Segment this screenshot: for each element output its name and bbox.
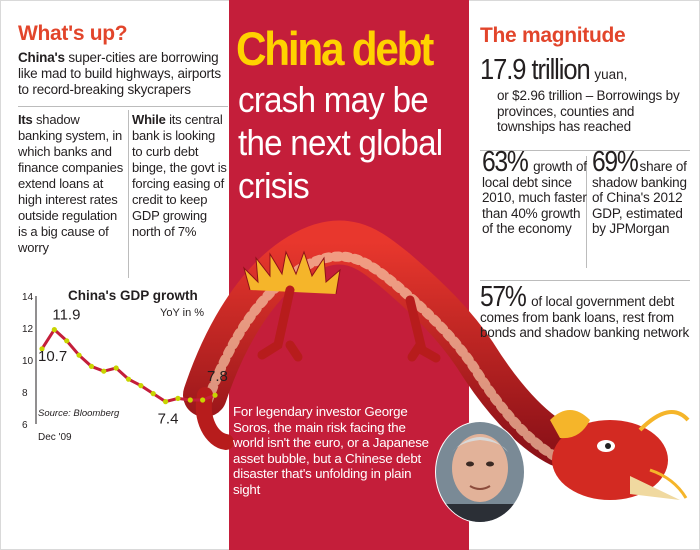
- stat-69-percent: 69% share of shadow banking of China's 20…: [592, 146, 692, 237]
- gdp-series-points: [39, 327, 218, 405]
- lead-text: super-cities are borrowing like mad to b…: [18, 50, 221, 97]
- divider-line: [18, 106, 228, 107]
- soros-quote: For legendary investor George Soros, the…: [233, 404, 429, 497]
- whats-up-title: What's up?: [18, 22, 128, 45]
- gdp-point: [150, 391, 156, 397]
- headline-china-debt: China debt: [236, 22, 434, 75]
- gdp-point: [64, 338, 70, 344]
- chart-title: China's GDP growth: [68, 288, 198, 303]
- chart-subtitle: YoY in %: [160, 307, 204, 319]
- divider-line: [480, 150, 690, 151]
- stat-57-percent: 57% of local government debt comes from …: [480, 281, 692, 341]
- gdp-data-label: 7.8: [207, 368, 228, 385]
- gdp-data-labels: 10.7 11.9 7.4 7.8: [38, 307, 228, 428]
- lead-paragraph: China's super-cities are borrowing like …: [18, 50, 228, 98]
- gdp-point: [76, 352, 82, 358]
- chart-axis: 6 8 10 12 14: [22, 292, 37, 431]
- debt-total-number: 17.9 trillion: [480, 54, 591, 86]
- y-tick-label: 12: [22, 324, 34, 335]
- divider-line: [480, 280, 690, 281]
- lead-bold: China's: [18, 50, 65, 65]
- soros-portrait: [435, 421, 525, 523]
- col-b-bold: While: [132, 112, 166, 127]
- chart-start-label: Dec '09: [38, 432, 72, 443]
- column-divider: [128, 110, 129, 278]
- headline-subtitle: crash may be the next global crisis: [238, 79, 443, 206]
- gdp-point: [175, 395, 181, 401]
- magnitude-title: The magnitude: [480, 24, 626, 47]
- central-bank-text: While its central bank is looking to cur…: [132, 112, 228, 240]
- gdp-point: [39, 346, 45, 352]
- stat-69-value: 69%: [592, 146, 639, 178]
- gdp-point: [200, 397, 206, 403]
- col-a-text: shadow banking system, in which banks an…: [18, 112, 123, 255]
- gdp-point: [113, 365, 119, 371]
- y-tick-label: 10: [22, 356, 34, 367]
- debt-total-desc: or $2.96 trillion – Borrowings by provin…: [497, 88, 680, 134]
- y-tick-label: 14: [22, 292, 34, 303]
- chart-source: Source: Bloomberg: [38, 408, 120, 419]
- gdp-data-label: 7.4: [158, 411, 179, 428]
- shadow-banking-text: Its shadow banking system, in which bank…: [18, 112, 126, 256]
- y-tick-label: 8: [22, 388, 28, 399]
- gdp-data-label: 11.9: [52, 307, 80, 324]
- col-b-text: its central bank is looking to curb debt…: [132, 112, 227, 239]
- stat-63-percent: 63% growth of local debt since 2010, muc…: [482, 146, 590, 237]
- stat-57-value: 57%: [480, 281, 527, 313]
- y-tick-label: 6: [22, 420, 28, 431]
- stat-57-text: of local government debt comes from bank…: [480, 294, 690, 340]
- col-a-bold: Its: [18, 112, 33, 127]
- gdp-point: [125, 376, 132, 382]
- gdp-point: [88, 363, 95, 369]
- gdp-point: [162, 399, 169, 405]
- gdp-point: [212, 392, 218, 398]
- stat-63-value: 63%: [482, 146, 529, 178]
- gdp-point: [101, 368, 107, 374]
- gdp-growth-chart: 6 8 10 12 14 China's GDP growth YoY in % 10.…: [22, 288, 228, 443]
- column-divider: [586, 156, 587, 268]
- gdp-data-label: 10.7: [38, 348, 67, 365]
- gdp-point: [187, 397, 193, 403]
- gdp-point: [51, 327, 57, 333]
- debt-total: 17.9 trillion yuan,: [480, 54, 690, 87]
- dragon-head: [550, 410, 690, 500]
- debt-total-unit: yuan,: [590, 67, 628, 82]
- stat-63-text: growth of local debt since 2010, much fa…: [482, 159, 587, 236]
- stat-69-text: share of shadow banking of China's 2012 …: [592, 159, 687, 236]
- gdp-point: [138, 383, 144, 389]
